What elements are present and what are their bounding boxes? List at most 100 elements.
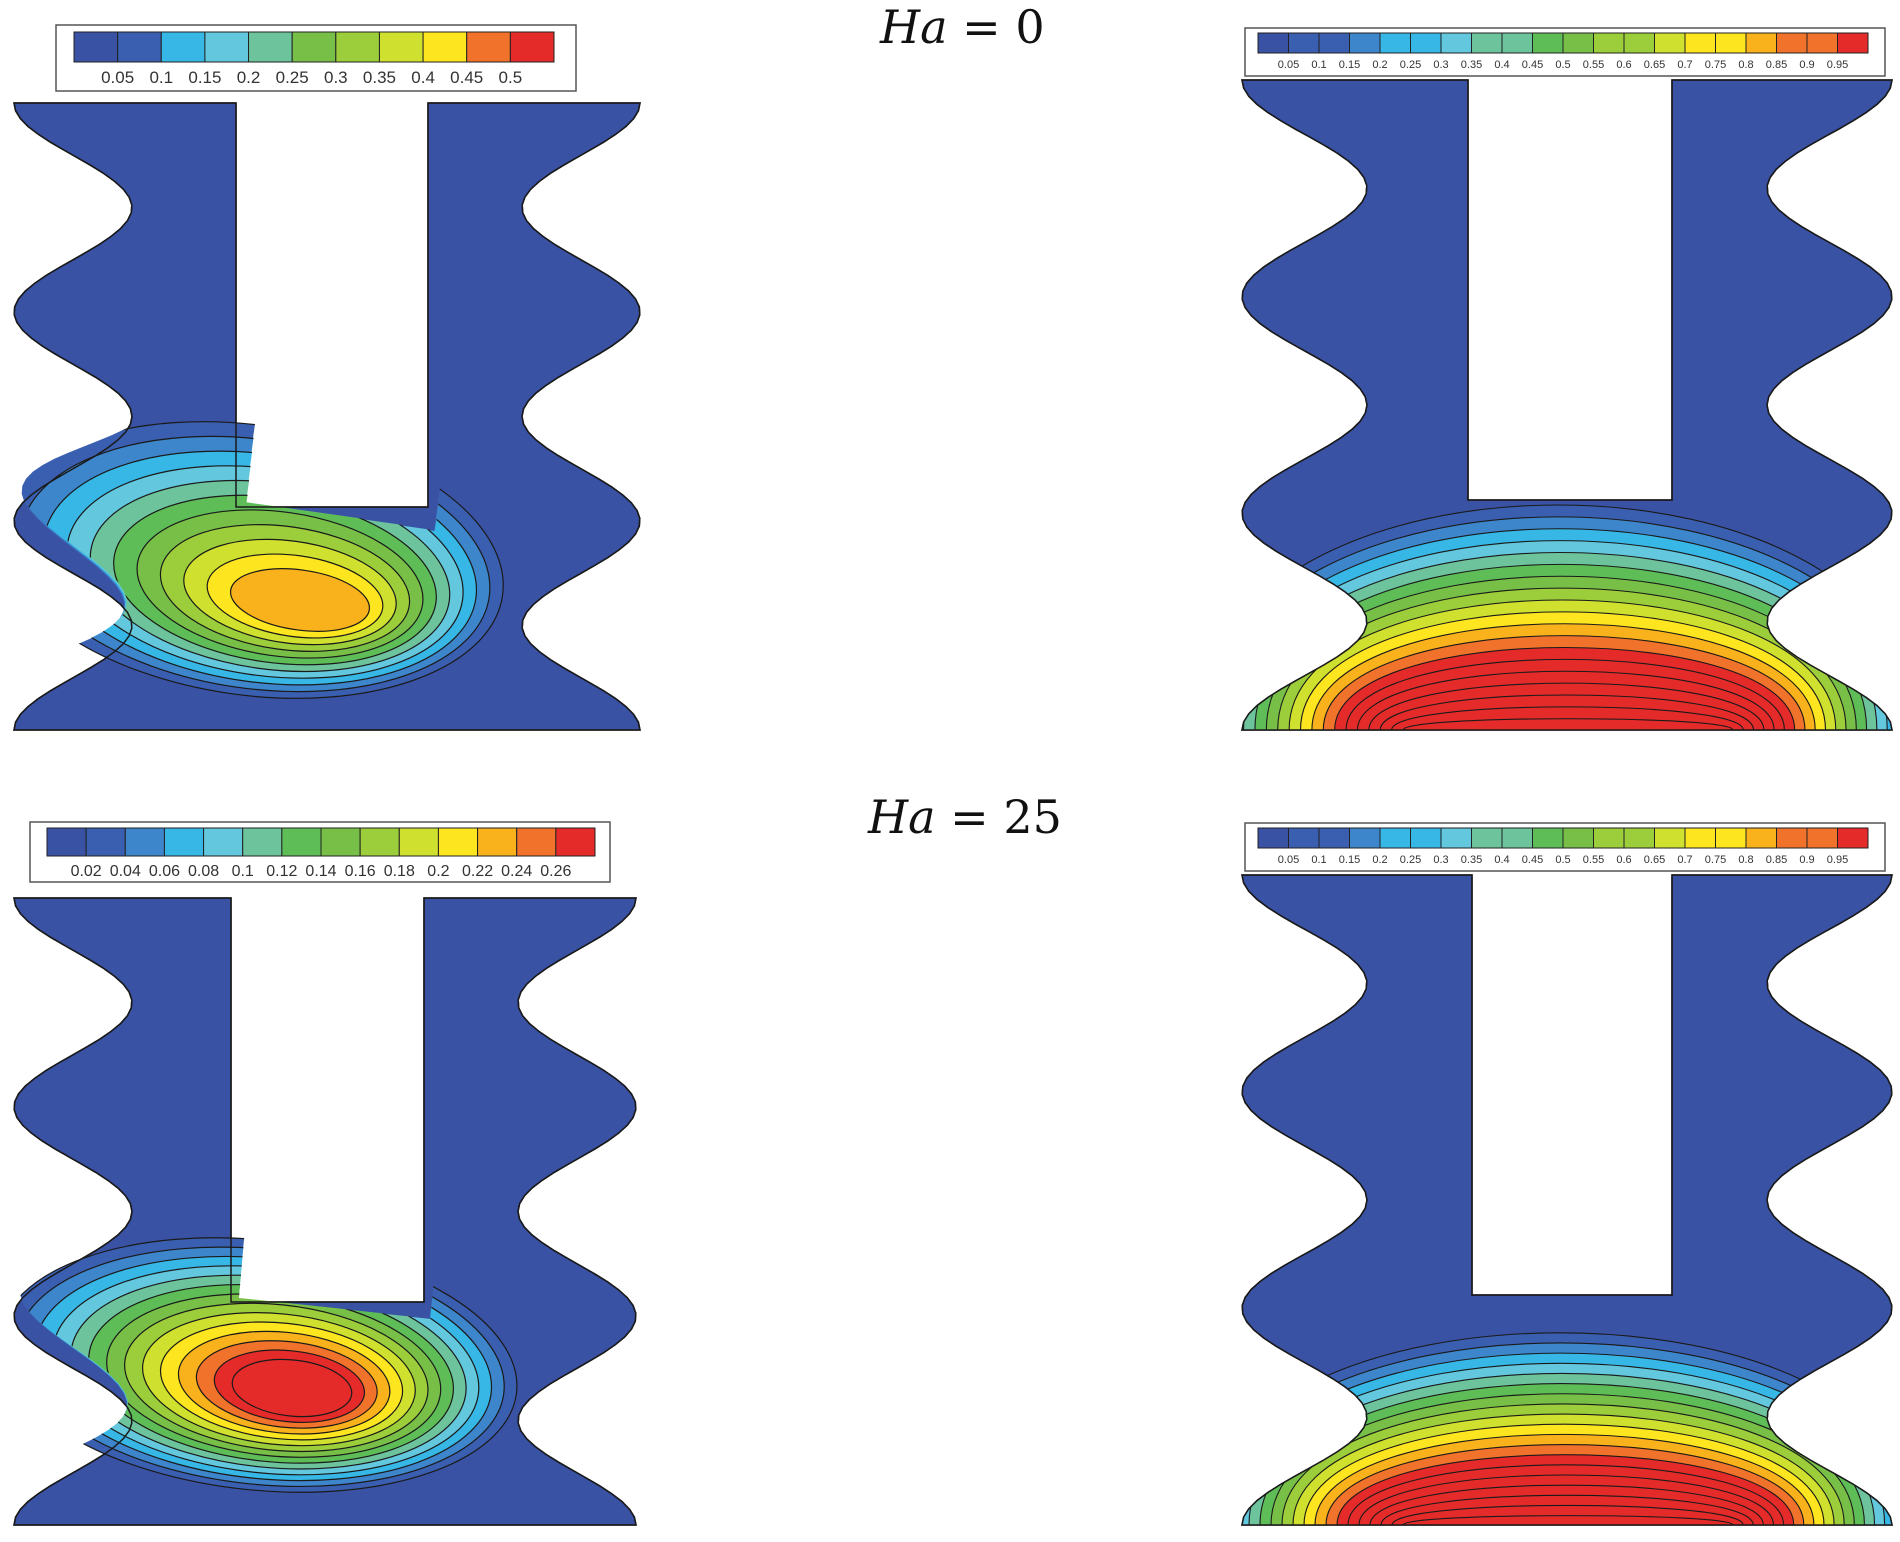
panel-top-right-colorbar-swatch-17 <box>1745 32 1777 54</box>
panel-bottom-left-colorbar-tick-label: 0.26 <box>540 863 571 880</box>
panel-bottom-right-colorbar-swatch-12 <box>1593 827 1625 849</box>
panel-top-left-colorbar-swatch-1 <box>73 31 119 63</box>
panel-bottom-right-colorbar-tick-label: 0.65 <box>1644 854 1665 866</box>
panel-bottom-left-colorbar-swatch-5 <box>203 827 244 857</box>
panel-bottom-left-colorbar-tick-label: 0.14 <box>305 863 336 880</box>
panel-top-right-colorbar-tick-label: 0.2 <box>1372 59 1387 71</box>
panel-bottom-right-colorbar-tick-label: 0.45 <box>1522 854 1543 866</box>
panel-bottom-right-colorbar-swatch-10 <box>1532 827 1564 849</box>
panel-top-right-colorbar-tick-label: 0.8 <box>1738 59 1753 71</box>
title-ha-25-value: = 25 <box>935 790 1062 844</box>
panel-top-right-colorbar-tick-label: 0.05 <box>1278 59 1299 71</box>
panel-top-right-colorbar-tick-label: 0.85 <box>1766 59 1787 71</box>
panel-bottom-right-enclosure-outline <box>1241 874 1893 1526</box>
panel-top-left-colorbar-tick-label: 0.2 <box>237 68 261 87</box>
panel-bottom-left-colorbar-tick-label: 0.18 <box>384 863 415 880</box>
panel-top-right-colorbar-tick-label: 0.6 <box>1616 59 1631 71</box>
panel-bottom-right-colorbar-swatch-14 <box>1654 827 1686 849</box>
panel-top-left-colorbar-swatch-2 <box>117 31 162 63</box>
panel-bottom-left-colorbar-tick-label: 0.24 <box>501 863 532 880</box>
panel-bottom-right-colorbar-tick-label: 0.2 <box>1372 854 1387 866</box>
panel-top-right-colorbar-swatch-18 <box>1776 32 1808 54</box>
panel-top-right-colorbar-swatch-3 <box>1318 32 1350 54</box>
panel-top-left-colorbar-swatch-11 <box>509 31 555 63</box>
panel-bottom-right-colorbar-swatch-1 <box>1257 827 1289 849</box>
panel-top-left-colorbar-swatch-8 <box>378 31 424 63</box>
panel-bottom-right-colorbar-tick-label: 0.9 <box>1799 854 1814 866</box>
panel-top-right-colorbar-swatch-7 <box>1440 32 1472 54</box>
panel-bottom-left-colorbar-tick-label: 0.08 <box>188 863 219 880</box>
panel-bottom-right-colorbar-swatch-16 <box>1715 827 1747 849</box>
panel-top-right-colorbar-swatch-14 <box>1654 32 1686 54</box>
panel-bottom-left-colorbar-swatch-7 <box>281 827 322 857</box>
panel-top-right-colorbar-swatch-20 <box>1837 32 1869 54</box>
panel-top-right-colorbar-tick-label: 0.45 <box>1522 59 1543 71</box>
panel-top-right-colorbar-tick-label: 0.4 <box>1494 59 1509 71</box>
panel-top-right-colorbar-swatch-19 <box>1806 32 1838 54</box>
panel-bottom-right-colorbar-swatch-8 <box>1471 827 1503 849</box>
panel-top-left-colorbar-swatch-3 <box>160 31 206 63</box>
panel-top-right-colorbar-swatch-4 <box>1349 32 1381 54</box>
panel-bottom-right-colorbar-swatch-15 <box>1684 827 1716 849</box>
panel-top-left: 0.05 0.1 0.15 0.2 0.25 0.3 0.35 0.4 0.45 0.5 <box>0 24 641 731</box>
panel-top-left-colorbar-tick-label: 0.3 <box>324 68 348 87</box>
panel-bottom-left-colorbar-swatch-8 <box>320 827 361 857</box>
panel-bottom-left-colorbar-tick-label: 0.1 <box>232 863 254 880</box>
panel-top-right-colorbar-tick-label: 0.95 <box>1827 59 1848 71</box>
panel-top-left-colorbar-swatch-9 <box>422 31 468 63</box>
panel-bottom-right-colorbar-swatch-4 <box>1349 827 1381 849</box>
panel-top-right-colorbar-tick-label: 0.7 <box>1677 59 1692 71</box>
panel-top-left-colorbar-swatch-4 <box>204 31 250 63</box>
panel-bottom-right-colorbar-tick-label: 0.7 <box>1677 854 1692 866</box>
panel-bottom-right-colorbar-tick-label: 0.4 <box>1494 854 1509 866</box>
panel-bottom-right-colorbar-swatch-3 <box>1318 827 1350 849</box>
panel-bottom-left-colorbar-swatch-12 <box>477 827 518 857</box>
panel-bottom-left-colorbar-tick-label: 0.12 <box>266 863 297 880</box>
panel-bottom-right-colorbar-tick-label: 0.1 <box>1311 854 1326 866</box>
panel-bottom-right-colorbar-tick-label: 0.25 <box>1400 854 1421 866</box>
panel-top-left-colorbar-tick-label: 0.45 <box>450 68 483 87</box>
panel-bottom-left-colorbar-tick-label: 0.02 <box>71 863 102 880</box>
panel-bottom-right-colorbar-tick-label: 0.55 <box>1583 854 1604 866</box>
panel-top-right-colorbar-swatch-10 <box>1532 32 1564 54</box>
panel-top-left-colorbar-tick-label: 0.05 <box>101 68 134 87</box>
panel-top-right-colorbar-swatch-13 <box>1623 32 1655 54</box>
panel-top-right-colorbar-tick-label: 0.65 <box>1644 59 1665 71</box>
panel-top-left-colorbar-tick-label: 0.1 <box>149 68 173 87</box>
panel-top-left-enclosure-outline <box>13 102 641 731</box>
panel-top-left-colorbar-tick-label: 0.15 <box>188 68 221 87</box>
panel-bottom-right-isotherm-19 <box>1402 1515 1734 1525</box>
panel-bottom-right-colorbar-tick-label: 0.6 <box>1616 854 1631 866</box>
panel-top-left-colorbar-tick-label: 0.25 <box>276 68 309 87</box>
panel-top-right-colorbar-swatch-12 <box>1593 32 1625 54</box>
panel-bottom-right-colorbar-swatch-18 <box>1776 827 1808 849</box>
panel-bottom-right-colorbar-swatch-11 <box>1562 827 1594 849</box>
panel-bottom-right-colorbar-tick-label: 0.75 <box>1705 854 1726 866</box>
panel-top-left-colorbar-tick-label: 0.35 <box>363 68 396 87</box>
panel-bottom-left-colorbar-swatch-6 <box>242 827 283 857</box>
panel-top-left-colorbar-swatch-6 <box>291 31 337 63</box>
panel-bottom-left-colorbar-swatch-4 <box>163 827 205 857</box>
panel-bottom-right-colorbar-tick-label: 0.8 <box>1738 854 1753 866</box>
panel-bottom-right-colorbar-swatch-9 <box>1501 827 1533 849</box>
panel-bottom-right-colorbar-tick-label: 0.85 <box>1766 854 1787 866</box>
panel-bottom-left-colorbar-swatch-3 <box>124 827 165 857</box>
panel-top-right-colorbar-tick-label: 0.15 <box>1339 59 1360 71</box>
panel-top-left-colorbar-swatch-10 <box>466 31 511 63</box>
panel-bottom-right-colorbar-swatch-7 <box>1440 827 1472 849</box>
panel-top-right-colorbar-tick-label: 0.5 <box>1555 59 1570 71</box>
panel-top-right-colorbar-swatch-15 <box>1684 32 1716 54</box>
panel-bottom-left-contour-14 <box>231 1358 353 1418</box>
panel-top-right-isotherm-19 <box>1402 718 1734 730</box>
panel-top-right-colorbar-swatch-16 <box>1715 32 1747 54</box>
panel-bottom-right-colorbar-tick-label: 0.35 <box>1461 854 1482 866</box>
panel-bottom-right-colorbar-tick-label: 0.3 <box>1433 854 1448 866</box>
title-ha-0-value: = 0 <box>947 0 1045 54</box>
panel-bottom-left-colorbar-swatch-14 <box>555 827 596 857</box>
panel-top-right-colorbar-swatch-8 <box>1471 32 1503 54</box>
panel-bottom-left-colorbar-swatch-11 <box>437 827 479 857</box>
panel-top-right-colorbar-swatch-1 <box>1257 32 1289 54</box>
panel-bottom-right-colorbar-tick-label: 0.15 <box>1339 854 1360 866</box>
panel-top-right-colorbar-swatch-9 <box>1501 32 1533 54</box>
